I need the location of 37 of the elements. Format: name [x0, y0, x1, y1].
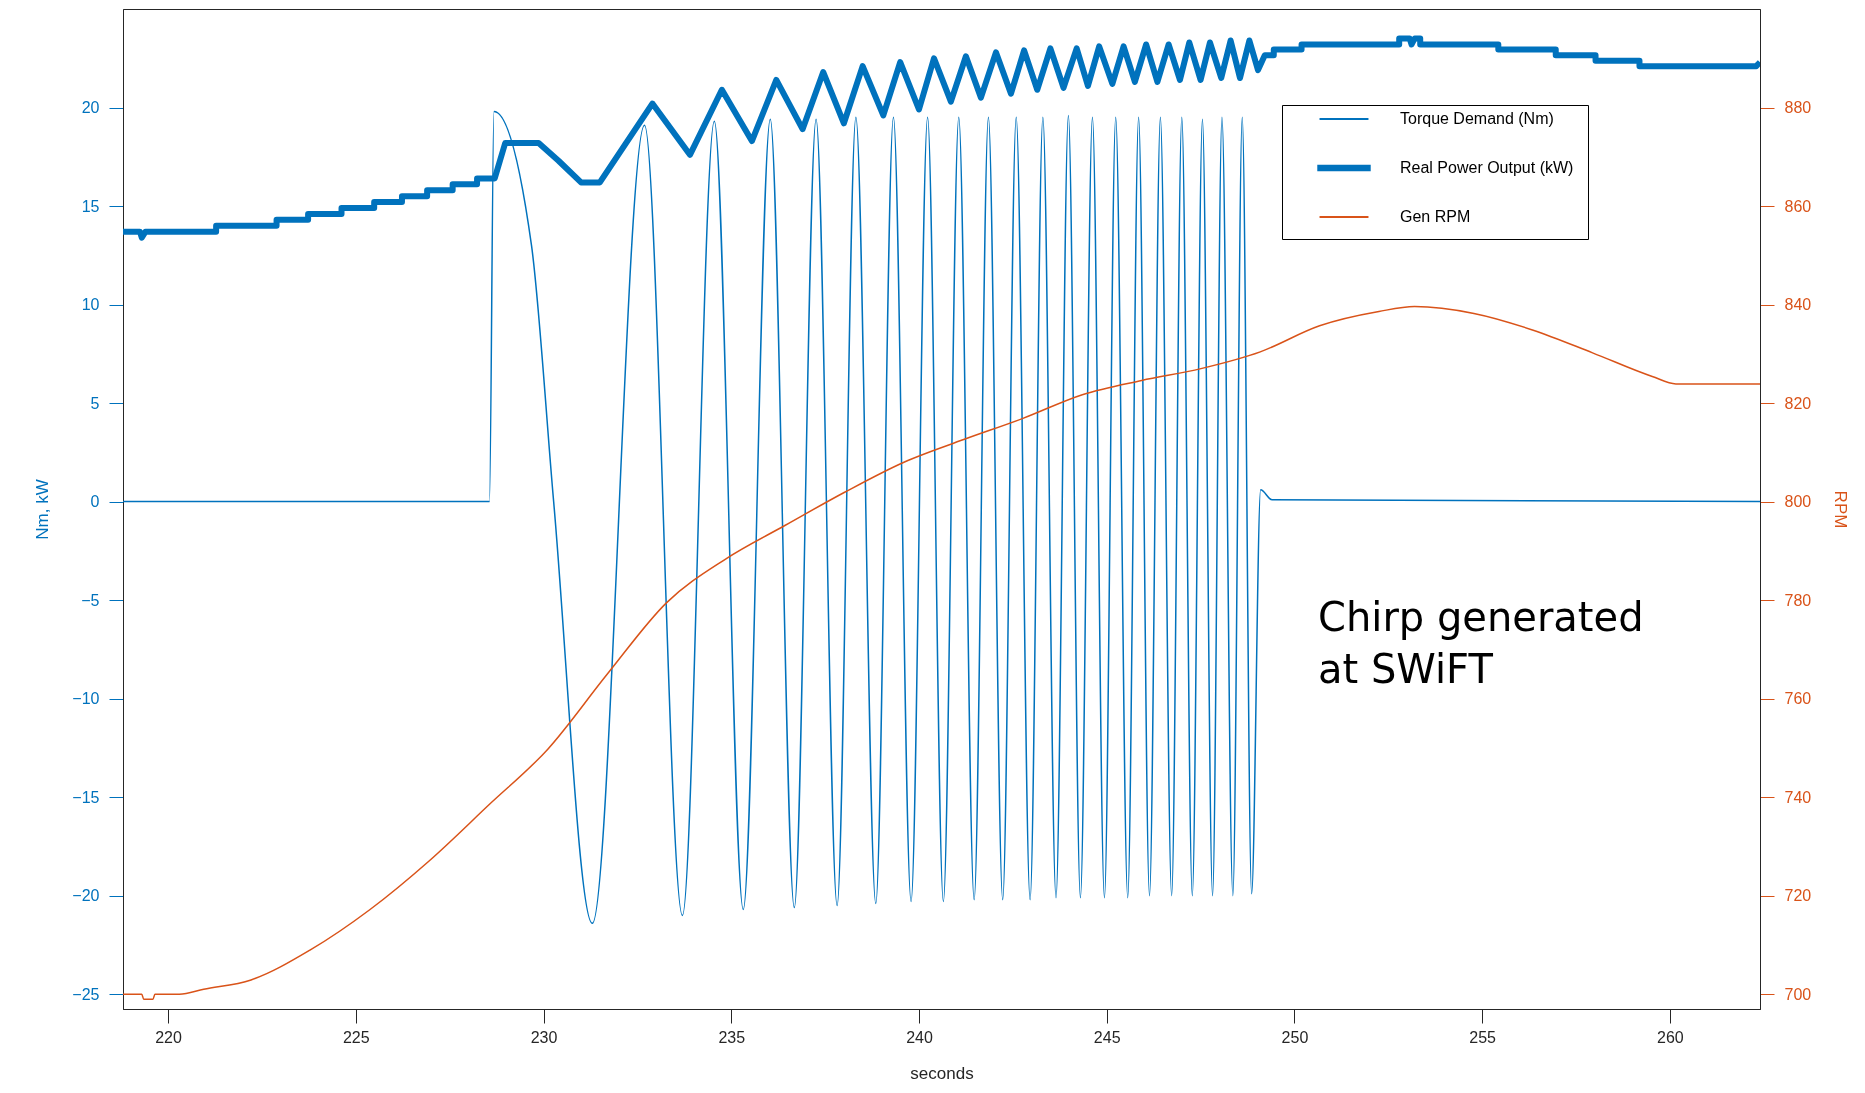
legend-label: Gen RPM — [1400, 208, 1471, 225]
y2-tick-label: 820 — [1784, 394, 1812, 412]
y2-tick-label: 840 — [1784, 296, 1812, 314]
y2-tick-label: 800 — [1784, 493, 1812, 511]
x-tick-label: 245 — [1093, 1028, 1121, 1046]
y-tick-label: 0 — [90, 493, 100, 511]
y2-tick-label: 700 — [1784, 985, 1812, 1003]
y2-tick-label: 860 — [1784, 197, 1812, 215]
y-tick-label: 15 — [81, 197, 100, 215]
legend-label: Torque Demand (Nm) — [1400, 110, 1554, 127]
x-tick-label: 220 — [155, 1028, 182, 1046]
y2-tick-label: 780 — [1784, 591, 1812, 609]
y2-tick-label: 880 — [1784, 99, 1812, 117]
annotation: Chirp generated at SWiFT — [1318, 594, 1644, 692]
y2-tick-label: 740 — [1784, 788, 1812, 806]
y-axis-title: Nm, kW — [33, 479, 53, 540]
x-tick-label: 225 — [342, 1028, 370, 1046]
x-tick-label: 255 — [1469, 1028, 1497, 1046]
y-tick-label: 10 — [81, 296, 100, 314]
y-tick-label: −25 — [72, 985, 100, 1003]
y-tick-label: 5 — [90, 394, 100, 412]
y2-axis-title: RPM — [1831, 490, 1851, 529]
y-tick-label: 20 — [81, 99, 100, 117]
y-tick-label: −20 — [72, 887, 100, 905]
x-tick-label: 240 — [906, 1028, 933, 1046]
x-tick-label: 260 — [1657, 1028, 1684, 1046]
x-tick-label: 250 — [1281, 1028, 1309, 1046]
y-tick-label: −15 — [72, 788, 100, 806]
x-axis-title: seconds — [910, 1063, 974, 1083]
y-tick-label: −10 — [72, 690, 100, 708]
legend-label: Real Power Output (kW) — [1400, 159, 1574, 176]
y-tick-label: −5 — [81, 591, 100, 609]
line-series — [123, 305, 1760, 1000]
x-tick-label: 230 — [530, 1028, 558, 1046]
x-tick-label: 235 — [718, 1028, 746, 1046]
y2-tick-label: 760 — [1784, 690, 1812, 708]
y2-tick-label: 720 — [1784, 887, 1812, 905]
